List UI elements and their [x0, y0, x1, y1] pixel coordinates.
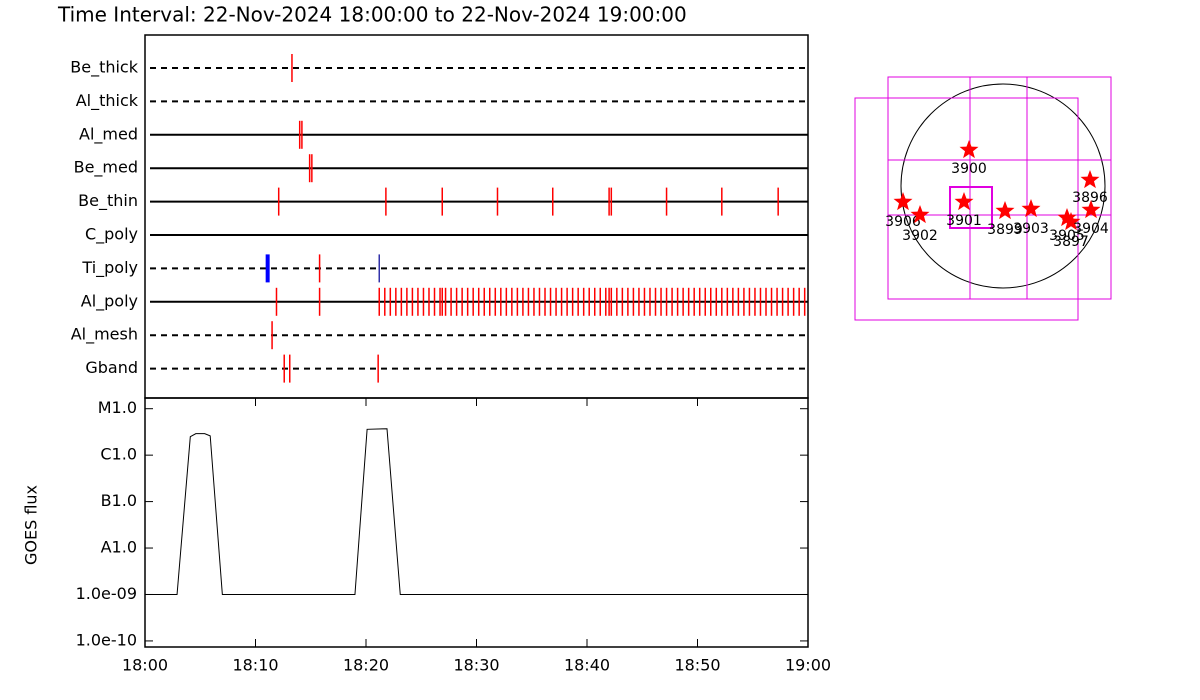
x-tick-label: 18:10 — [232, 656, 278, 675]
row-label: Al_mesh — [71, 325, 138, 345]
x-tick-label: 18:50 — [674, 656, 720, 675]
region-marker — [893, 192, 913, 211]
fov-box — [949, 186, 993, 229]
fov-box — [887, 76, 1112, 300]
region-label: 3900 — [951, 161, 987, 177]
x-tick-label: 18:00 — [122, 656, 168, 675]
row-label: Al_poly — [81, 291, 138, 311]
y-tick-label: 1.0e-10 — [76, 630, 137, 649]
region-label: 3902 — [902, 228, 938, 244]
region-label: 3906 — [885, 214, 921, 230]
region-marker — [1061, 212, 1081, 231]
y-tick-label: B1.0 — [101, 491, 137, 510]
region-marker — [954, 192, 974, 211]
x-tick-label: 18:40 — [564, 656, 610, 675]
fov-box — [854, 97, 1079, 321]
row-label: C_poly — [85, 225, 138, 245]
row-label: Be_thin — [78, 191, 138, 211]
region-marker — [1021, 199, 1041, 218]
region-marker — [910, 205, 930, 224]
row-label: Al_med — [79, 124, 138, 144]
x-tick-label: 18:20 — [343, 656, 389, 675]
row-label: Be_med — [74, 158, 138, 178]
solar-disk — [900, 83, 1106, 289]
region-label: 3905 — [1049, 228, 1085, 244]
region-marker — [1081, 200, 1101, 219]
y-tick-label: A1.0 — [101, 538, 137, 557]
row-label: Ti_poly — [81, 258, 138, 278]
region-marker — [995, 201, 1015, 220]
region-label: 3904 — [1073, 221, 1109, 237]
row-label: Al_thick — [76, 91, 139, 111]
region-label: 3896 — [1072, 190, 1108, 206]
goes-line — [145, 428, 808, 595]
y-tick-label: 1.0e-09 — [76, 584, 137, 603]
y-tick-label: C1.0 — [100, 445, 137, 464]
y-axis-label: GOES flux — [22, 485, 41, 565]
row-label: Gband — [85, 358, 138, 377]
region-label: 3899 — [987, 222, 1023, 238]
region-label: 3901 — [946, 213, 982, 229]
region-marker — [959, 140, 979, 159]
y-tick-label: M1.0 — [98, 398, 137, 417]
region-marker — [1057, 208, 1077, 227]
region-label: 3897 — [1053, 234, 1089, 250]
x-tick-label: 19:00 — [785, 656, 831, 675]
region-label: 3903 — [1013, 221, 1049, 237]
title: Time Interval: 22-Nov-2024 18:00:00 to 2… — [57, 3, 687, 27]
x-tick-label: 18:30 — [453, 656, 499, 675]
region-marker — [1080, 170, 1100, 189]
row-label: Be_thick — [70, 58, 138, 78]
